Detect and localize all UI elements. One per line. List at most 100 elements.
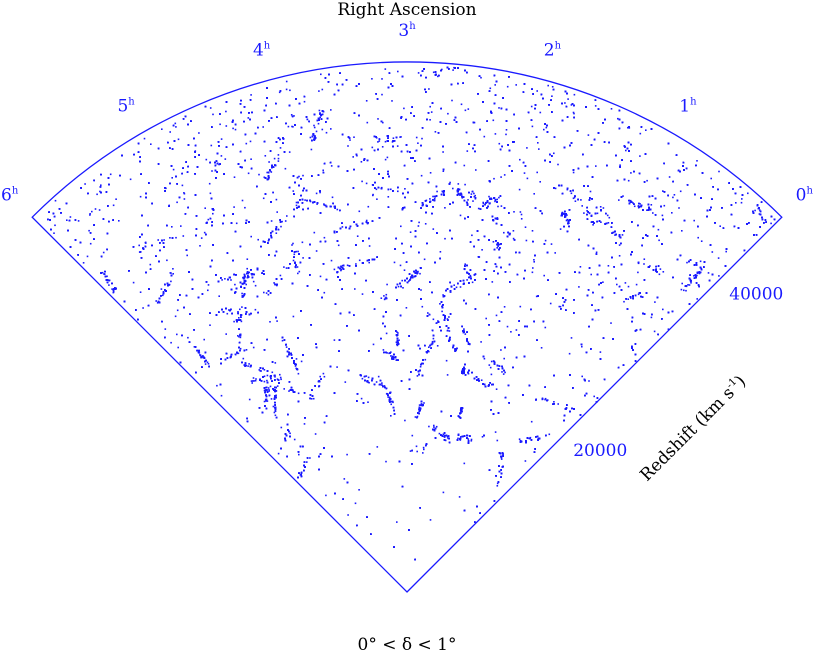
galaxy-point xyxy=(267,240,270,242)
galaxy-point xyxy=(515,84,517,86)
galaxy-point xyxy=(444,439,447,442)
galaxy-point xyxy=(686,261,688,264)
galaxy-point xyxy=(711,251,714,253)
galaxy-point xyxy=(526,147,528,149)
galaxy-point xyxy=(266,400,269,402)
galaxy-point xyxy=(298,453,300,456)
galaxy-point xyxy=(322,372,325,375)
galaxy-point xyxy=(250,273,253,275)
galaxy-point xyxy=(481,249,483,251)
galaxy-point xyxy=(310,148,313,151)
galaxy-point xyxy=(129,178,132,181)
galaxy-point xyxy=(220,394,223,397)
galaxy-point xyxy=(544,326,547,329)
galaxy-point xyxy=(297,392,300,395)
galaxy-point xyxy=(589,190,592,193)
galaxy-point xyxy=(207,218,210,221)
galaxy-point xyxy=(474,194,476,197)
galaxy-point xyxy=(452,69,454,71)
galaxy-point xyxy=(616,283,618,286)
galaxy-point xyxy=(349,139,351,141)
galaxy-point xyxy=(492,119,495,122)
galaxy-point xyxy=(341,226,344,228)
galaxy-point xyxy=(559,305,562,308)
galaxy-point xyxy=(470,440,473,442)
galaxy-point xyxy=(397,285,400,288)
galaxy-point xyxy=(336,366,338,368)
galaxy-point xyxy=(678,207,680,209)
galaxy-point xyxy=(482,201,484,204)
galaxy-point xyxy=(459,439,462,441)
galaxy-point xyxy=(602,281,604,283)
galaxy-point xyxy=(652,212,654,214)
galaxy-point xyxy=(627,179,630,182)
galaxy-point xyxy=(498,243,501,246)
galaxy-point xyxy=(423,258,426,261)
galaxy-point xyxy=(109,173,112,176)
galaxy-point xyxy=(430,111,433,113)
galaxy-point xyxy=(526,177,529,180)
galaxy-point xyxy=(99,190,101,193)
galaxy-point xyxy=(568,352,571,355)
galaxy-point xyxy=(459,286,462,288)
galaxy-point xyxy=(624,282,627,284)
galaxy-point xyxy=(680,288,683,291)
galaxy-point xyxy=(428,350,430,353)
galaxy-point xyxy=(553,401,555,403)
galaxy-point xyxy=(423,402,425,404)
galaxy-point xyxy=(384,158,387,161)
galaxy-point xyxy=(442,151,444,153)
galaxy-point xyxy=(381,382,383,384)
galaxy-point xyxy=(301,241,304,244)
galaxy-point xyxy=(617,117,619,120)
galaxy-point xyxy=(718,275,720,277)
galaxy-point xyxy=(423,448,425,451)
galaxy-point xyxy=(225,125,228,127)
galaxy-point xyxy=(649,265,651,267)
galaxy-point xyxy=(503,306,506,308)
galaxy-point xyxy=(391,100,393,102)
galaxy-point xyxy=(520,213,523,216)
galaxy-point xyxy=(180,225,182,227)
galaxy-point xyxy=(113,288,115,290)
galaxy-point xyxy=(432,71,435,74)
galaxy-point xyxy=(643,263,645,265)
galaxy-point xyxy=(89,214,91,216)
galaxy-point xyxy=(679,190,682,193)
galaxy-point xyxy=(436,190,438,193)
galaxy-point xyxy=(276,284,278,287)
galaxy-point xyxy=(353,136,355,138)
galaxy-point xyxy=(250,94,252,96)
galaxy-point xyxy=(466,279,468,281)
galaxy-point xyxy=(519,211,522,213)
galaxy-point xyxy=(725,250,727,253)
galaxy-point xyxy=(310,398,313,400)
galaxy-point xyxy=(566,218,569,221)
galaxy-point xyxy=(316,203,318,205)
galaxy-point xyxy=(554,187,557,190)
galaxy-point xyxy=(386,283,388,286)
galaxy-point xyxy=(483,357,486,360)
galaxy-point xyxy=(565,219,568,222)
galaxy-point xyxy=(451,99,453,102)
galaxy-point xyxy=(397,70,399,73)
galaxy-point xyxy=(385,392,388,395)
galaxy-point xyxy=(460,436,462,438)
galaxy-point xyxy=(346,453,348,456)
galaxy-point xyxy=(685,289,687,292)
galaxy-point xyxy=(574,200,577,202)
galaxy-point xyxy=(754,209,756,212)
galaxy-point xyxy=(475,169,477,171)
galaxy-point xyxy=(544,239,547,242)
galaxy-point xyxy=(588,380,590,382)
galaxy-point xyxy=(718,170,720,173)
galaxy-point xyxy=(719,225,721,227)
galaxy-point xyxy=(444,237,446,240)
galaxy-point xyxy=(295,250,298,253)
galaxy-point xyxy=(494,431,497,433)
galaxy-point xyxy=(382,349,385,351)
galaxy-point xyxy=(155,300,157,302)
galaxy-point xyxy=(108,284,110,286)
galaxy-point xyxy=(593,395,595,398)
galaxy-point xyxy=(193,346,196,348)
